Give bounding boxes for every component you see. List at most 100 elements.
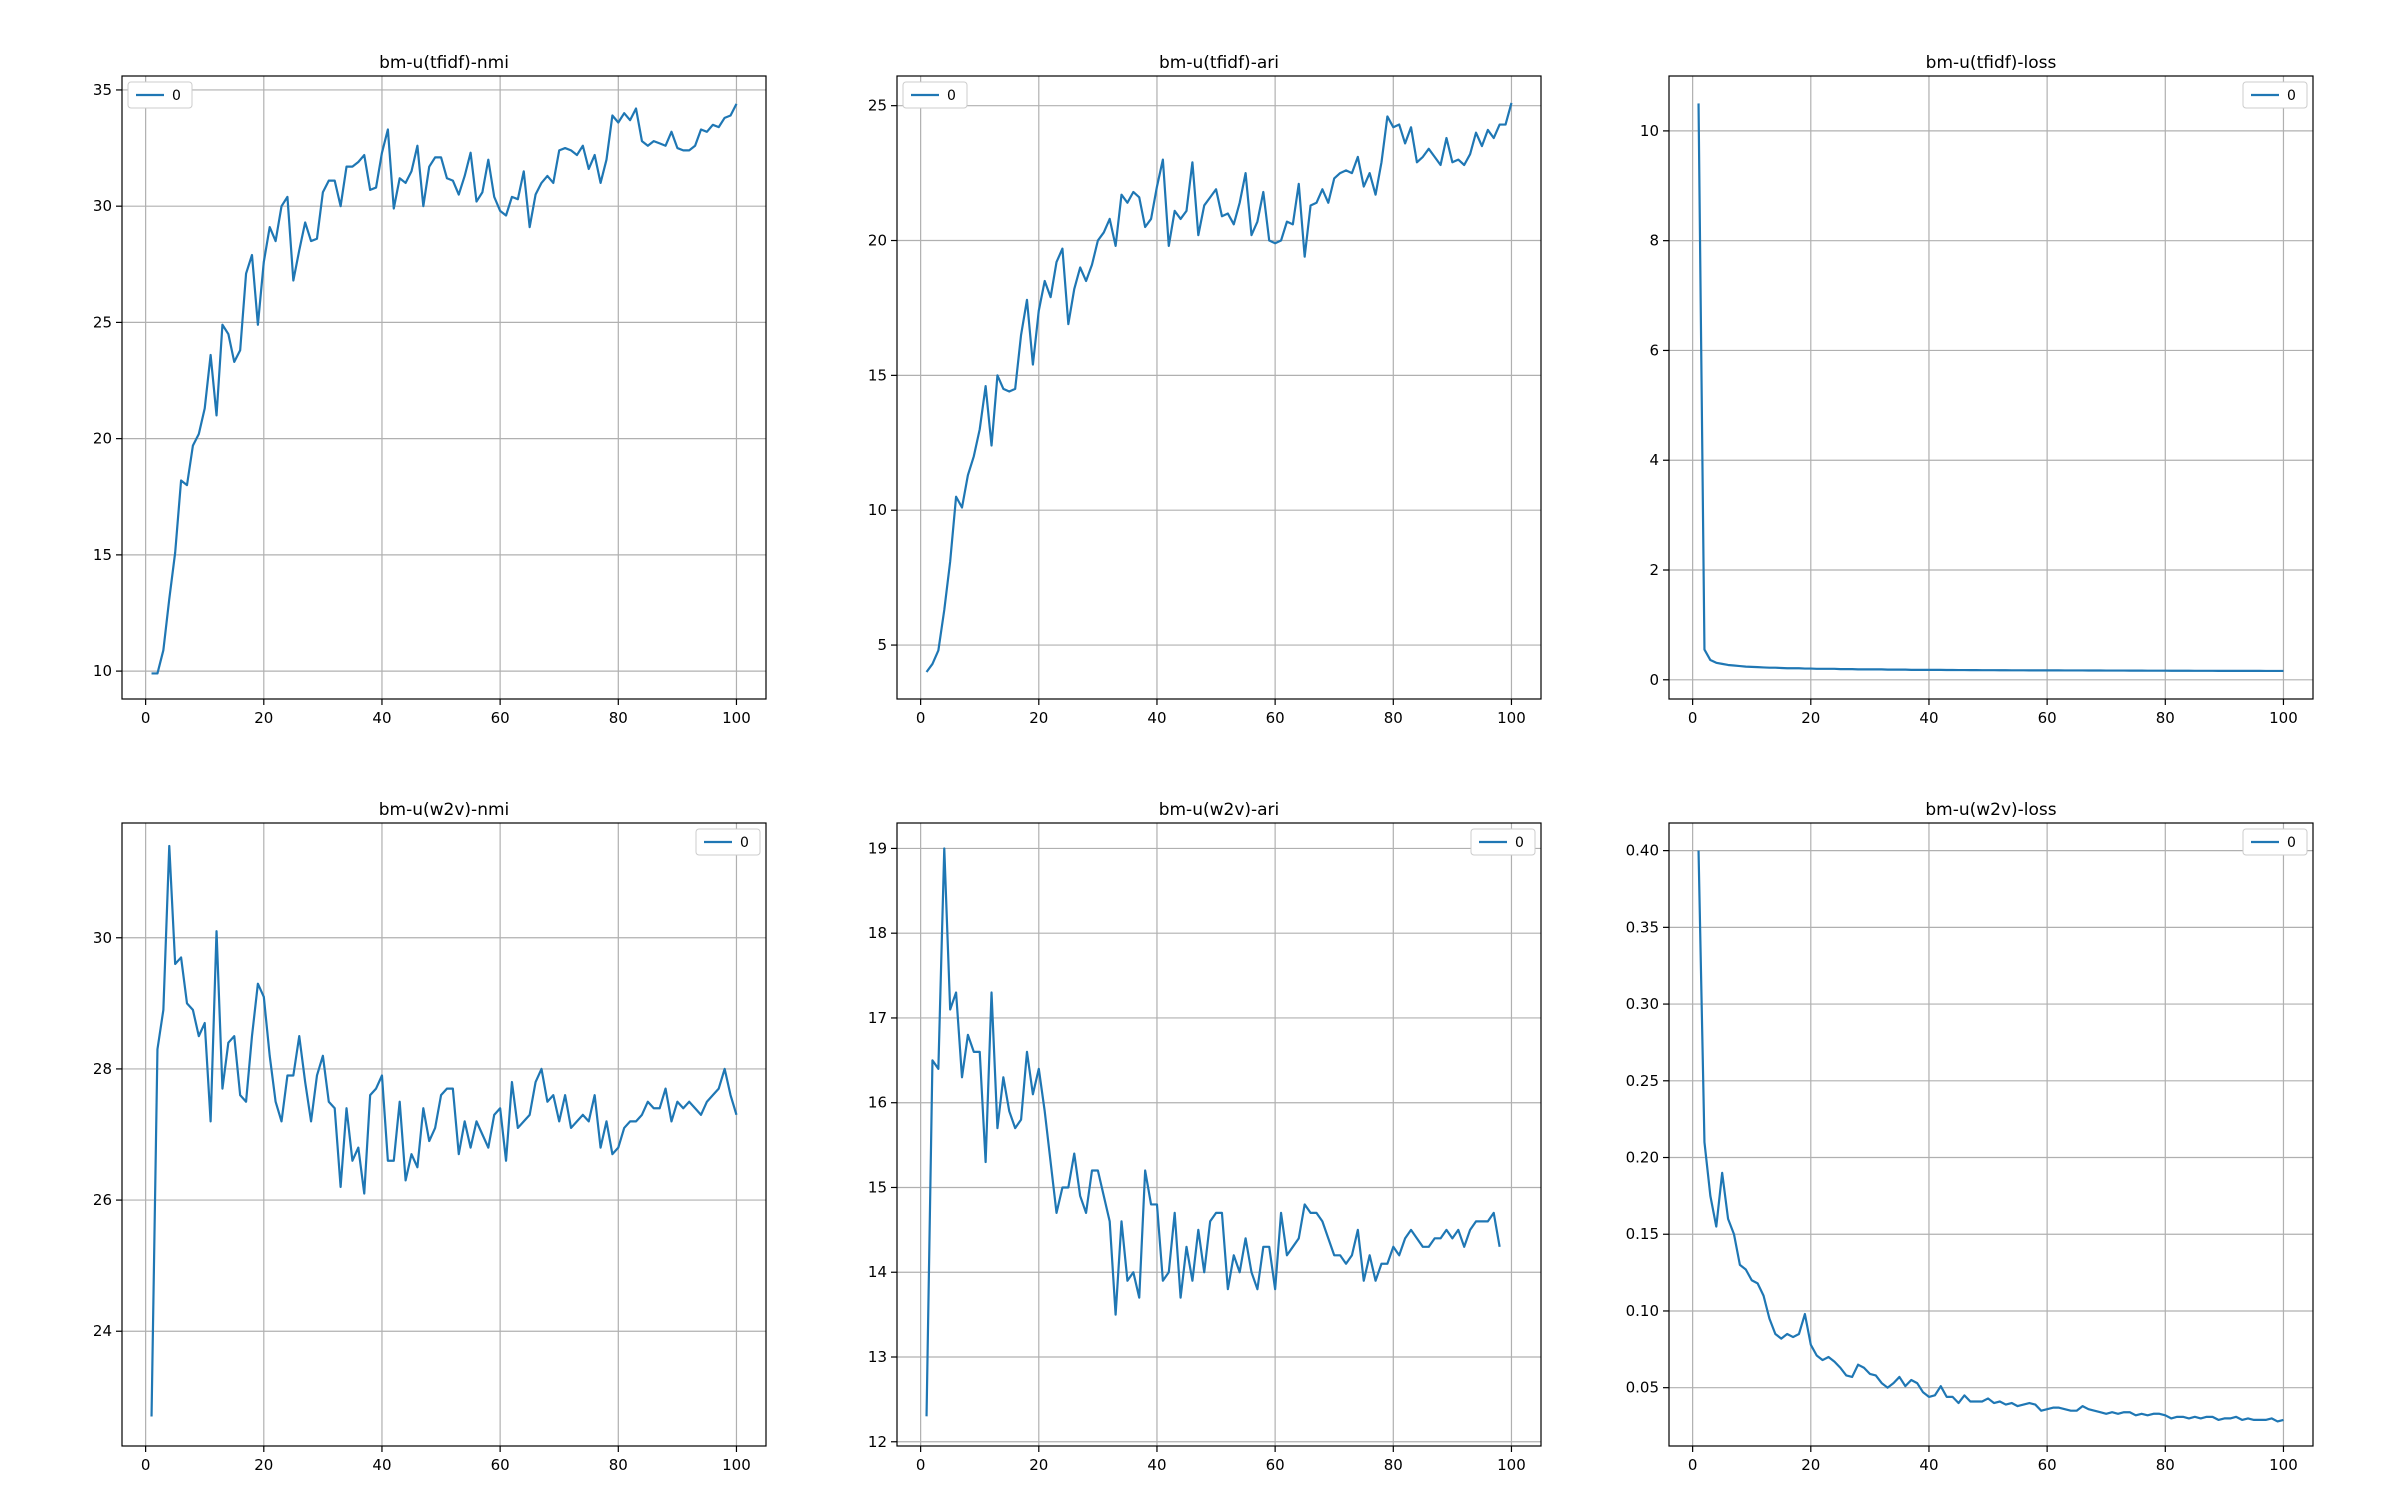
y-tick-label: 30 bbox=[93, 929, 112, 947]
series-line-0 bbox=[151, 103, 738, 675]
y-tick-label: 14 bbox=[868, 1263, 887, 1281]
axes-frame bbox=[121, 822, 767, 1447]
y-tick-label: 10 bbox=[1640, 122, 1659, 140]
chart-title: bm-u(tfidf)-nmi bbox=[379, 53, 509, 73]
x-tick-label: 40 bbox=[1919, 1456, 1938, 1474]
x-tick-label: 20 bbox=[1801, 709, 1820, 727]
legend-label: 0 bbox=[2287, 835, 2296, 851]
axes-frame bbox=[1668, 75, 2314, 700]
y-tick-label: 10 bbox=[868, 501, 887, 519]
x-tick-label: 0 bbox=[141, 709, 151, 727]
y-tick-label: 15 bbox=[868, 1178, 887, 1196]
y-tick-label: 4 bbox=[1649, 451, 1659, 469]
x-tick-label: 60 bbox=[2038, 1456, 2057, 1474]
x-tick-label: 80 bbox=[1384, 1456, 1403, 1474]
plot-area bbox=[122, 823, 766, 1446]
legend-label: 0 bbox=[740, 835, 749, 851]
subplot-0: 0 20 40 60 80 100 10 15 20 25 30 35 bm-u(tfidf)-nmi 0 bbox=[93, 53, 767, 727]
x-tick-label: 40 bbox=[1147, 709, 1166, 727]
x-tick-label: 100 bbox=[1497, 1456, 1526, 1474]
legend-label: 0 bbox=[947, 88, 956, 104]
x-tick-label: 40 bbox=[1147, 1456, 1166, 1474]
plot-area bbox=[897, 823, 1541, 1446]
y-tick-label: 20 bbox=[93, 430, 112, 448]
axes-frame bbox=[896, 75, 1542, 700]
x-tick-label: 80 bbox=[1384, 709, 1403, 727]
y-tick-label: 26 bbox=[93, 1191, 112, 1209]
x-tick-label: 0 bbox=[1688, 1456, 1698, 1474]
x-tick-label: 100 bbox=[722, 709, 751, 727]
y-tick-label: 8 bbox=[1649, 232, 1659, 250]
x-tick-label: 80 bbox=[2156, 1456, 2175, 1474]
legend: 0 bbox=[1470, 828, 1536, 856]
x-tick-label: 100 bbox=[1497, 709, 1526, 727]
series-line-0 bbox=[150, 844, 738, 1417]
legend: 0 bbox=[902, 81, 968, 109]
x-tick-label: 60 bbox=[1266, 1456, 1285, 1474]
y-tick-label: 0.15 bbox=[1626, 1225, 1659, 1243]
x-tick-label: 40 bbox=[1919, 709, 1938, 727]
legend-label: 0 bbox=[1515, 835, 1524, 851]
y-tick-label: 15 bbox=[868, 366, 887, 384]
y-tick-label: 6 bbox=[1649, 341, 1659, 359]
y-tick-label: 35 bbox=[93, 81, 112, 99]
x-tick-label: 20 bbox=[1801, 1456, 1820, 1474]
series-line-0 bbox=[1697, 850, 2284, 1423]
y-tick-label: 25 bbox=[868, 97, 887, 115]
axes-frame bbox=[1668, 822, 2314, 1447]
x-tick-label: 0 bbox=[1688, 709, 1698, 727]
x-tick-label: 80 bbox=[609, 709, 628, 727]
x-tick-label: 100 bbox=[2269, 1456, 2298, 1474]
y-tick-label: 0.35 bbox=[1626, 918, 1659, 936]
x-tick-label: 40 bbox=[372, 709, 391, 727]
y-tick-label: 0.20 bbox=[1626, 1149, 1659, 1167]
legend: 0 bbox=[2242, 828, 2308, 856]
legend: 0 bbox=[2242, 81, 2308, 109]
y-tick-label: 24 bbox=[93, 1322, 112, 1340]
x-tick-label: 100 bbox=[2269, 709, 2298, 727]
x-tick-label: 80 bbox=[2156, 709, 2175, 727]
x-tick-label: 60 bbox=[491, 709, 510, 727]
x-tick-label: 40 bbox=[372, 1456, 391, 1474]
y-tick-label: 16 bbox=[868, 1094, 887, 1112]
y-tick-label: 20 bbox=[868, 232, 887, 250]
chart-title: bm-u(w2v)-nmi bbox=[379, 800, 510, 820]
plot-area bbox=[122, 76, 766, 699]
x-tick-label: 0 bbox=[141, 1456, 151, 1474]
chart-title: bm-u(tfidf)-ari bbox=[1159, 53, 1279, 73]
y-tick-label: 19 bbox=[868, 839, 887, 857]
y-tick-label: 0 bbox=[1649, 671, 1659, 689]
y-tick-label: 5 bbox=[877, 636, 887, 654]
y-tick-label: 0.30 bbox=[1626, 995, 1659, 1013]
y-tick-label: 17 bbox=[868, 1009, 887, 1027]
x-tick-label: 0 bbox=[916, 709, 926, 727]
x-tick-label: 20 bbox=[1029, 709, 1048, 727]
y-tick-label: 13 bbox=[868, 1348, 887, 1366]
subplot-4: 0 20 40 60 80 100 12 13 14 15 16 17 18 19 bm-u(w2v)-ar… bbox=[868, 800, 1542, 1474]
subplot-1: 0 20 40 60 80 100 5 10 15 20 25 bm-u(tfidf)-ari 0 bbox=[868, 53, 1542, 727]
x-tick-label: 60 bbox=[2038, 709, 2057, 727]
legend-label: 0 bbox=[172, 88, 181, 104]
x-tick-label: 20 bbox=[1029, 1456, 1048, 1474]
y-tick-label: 0.10 bbox=[1626, 1302, 1659, 1320]
chart-title: bm-u(w2v)-ari bbox=[1159, 800, 1280, 820]
x-tick-label: 60 bbox=[491, 1456, 510, 1474]
chart-title: bm-u(tfidf)-loss bbox=[1926, 53, 2057, 73]
y-tick-label: 30 bbox=[93, 197, 112, 215]
x-tick-label: 20 bbox=[254, 709, 273, 727]
x-tick-label: 80 bbox=[609, 1456, 628, 1474]
y-tick-label: 25 bbox=[93, 313, 112, 331]
y-tick-label: 10 bbox=[93, 662, 112, 680]
x-tick-label: 60 bbox=[1266, 709, 1285, 727]
y-tick-label: 2 bbox=[1649, 561, 1659, 579]
y-tick-label: 18 bbox=[868, 924, 887, 942]
plot-area bbox=[1669, 823, 2313, 1446]
subplot-3: 0 20 40 60 80 100 24 26 28 30 bm-u(w2v)-nmi 0 bbox=[93, 800, 767, 1474]
chart-title: bm-u(w2v)-loss bbox=[1925, 800, 2056, 820]
axes-frame bbox=[121, 75, 767, 700]
legend: 0 bbox=[127, 81, 193, 109]
y-tick-label: 0.05 bbox=[1626, 1379, 1659, 1397]
y-tick-label: 15 bbox=[93, 546, 112, 564]
plot-area bbox=[1669, 76, 2313, 699]
